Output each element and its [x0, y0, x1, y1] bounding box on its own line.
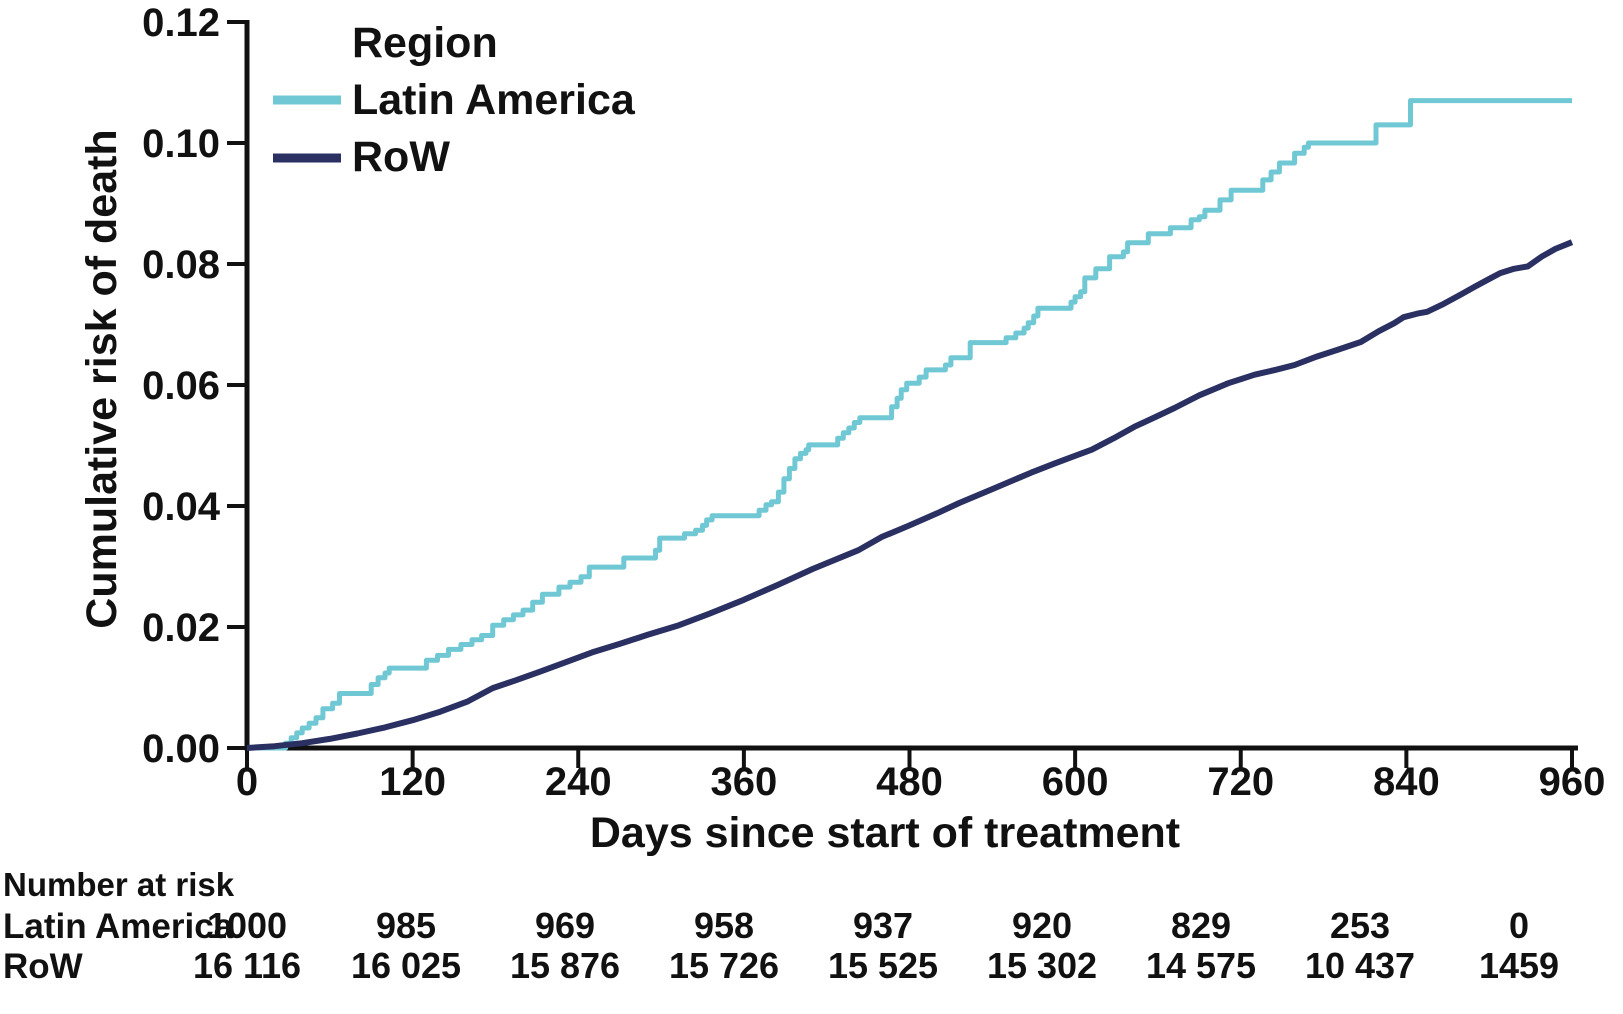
risk-value: 16 025 [351, 945, 461, 986]
risk-value: 15 876 [510, 945, 620, 986]
y-tick-label: 0.06 [142, 364, 220, 408]
risk-value: 15 302 [987, 945, 1097, 986]
legend-label-latin-america: Latin America [352, 76, 636, 124]
number-at-risk-table: Number at risk Latin America RoW 1000 985… [3, 866, 1559, 986]
y-tick-label: 0.04 [142, 485, 221, 529]
legend-label-row: RoW [352, 133, 450, 181]
risk-value: 985 [376, 905, 436, 946]
risk-row-label-row: RoW [3, 947, 83, 986]
y-axis-title: Cumulative risk of death [78, 129, 126, 628]
legend-title: Region [352, 19, 498, 67]
y-tick-label: 0.12 [142, 1, 220, 45]
x-axis-title: Days since start of treatment [590, 809, 1180, 857]
risk-value: 10 437 [1305, 945, 1415, 986]
y-tick-label: 0.08 [142, 243, 220, 287]
risk-value: 14 575 [1146, 945, 1256, 986]
x-tick-label: 0 [236, 760, 258, 804]
risk-value: 15 726 [669, 945, 779, 986]
risk-value: 829 [1171, 905, 1231, 946]
series-latin-america [247, 98, 1572, 751]
x-tick-label: 480 [876, 760, 943, 804]
series-row [246, 239, 1574, 751]
y-tick-label: 0.00 [142, 727, 220, 771]
x-tick-label: 600 [1042, 760, 1109, 804]
x-tick-label: 240 [545, 760, 612, 804]
y-tick-label: 0.10 [142, 122, 220, 166]
axes: 0.00 0.02 0.04 0.06 0.08 0.10 0.12 0 120 240 360 48… [142, 1, 1605, 804]
risk-row-label-latin-america: Latin America [3, 907, 234, 946]
risk-value: 920 [1012, 905, 1072, 946]
series-lines [246, 98, 1574, 751]
x-tick-label: 960 [1539, 760, 1606, 804]
risk-value: 958 [694, 905, 754, 946]
x-tick-label: 720 [1207, 760, 1274, 804]
risk-value: 16 116 [193, 945, 301, 986]
y-tick-label: 0.02 [142, 606, 220, 650]
number-at-risk-header: Number at risk [3, 866, 235, 903]
risk-value: 0 [1509, 905, 1529, 946]
risk-value: 15 525 [828, 945, 938, 986]
risk-value: 253 [1330, 905, 1390, 946]
x-tick-label: 360 [711, 760, 778, 804]
risk-value: 1459 [1479, 945, 1559, 986]
x-tick-label: 840 [1373, 760, 1440, 804]
risk-value: 969 [535, 905, 595, 946]
risk-value: 1000 [207, 905, 287, 946]
legend: Region Latin America RoW [273, 19, 636, 181]
risk-value: 937 [853, 905, 913, 946]
x-tick-label: 120 [379, 760, 446, 804]
risk-values: 1000 985 969 958 937 920 829 253 0 16 116 16 025 15… [193, 905, 1559, 986]
